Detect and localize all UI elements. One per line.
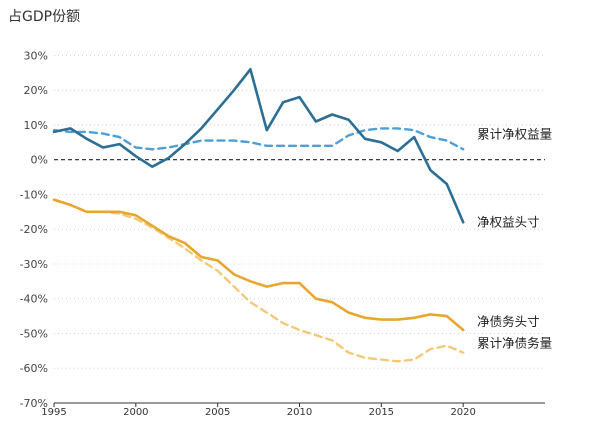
x-tick-labels: 1995 2000 2005 2010 2015 2020: [41, 407, 476, 418]
x-tick-label: 2020: [450, 407, 475, 417]
x-tick-label: 2015: [369, 407, 394, 417]
y-tick-label: -50%: [20, 327, 48, 340]
y-tick-label: -20%: [20, 223, 48, 236]
series-layer: [52, 68, 465, 363]
y-tick-label: -10%: [20, 188, 48, 201]
y-tick-label: -40%: [20, 293, 48, 306]
y-tick-label: 30%: [24, 49, 48, 62]
y-tick-labels: 30% 20% 10% 0% -10% -20% -30% -40% -50% -60% -70%: [20, 49, 48, 410]
x-tick-label: 2000: [123, 407, 148, 417]
x-tick-label: 2005: [205, 407, 230, 417]
y-tick-label: -60%: [20, 362, 48, 375]
y-tick-label: 20%: [24, 84, 48, 97]
y-tick-label: -70%: [20, 397, 48, 410]
series-line: [52, 68, 465, 224]
series-line: [52, 198, 465, 332]
y-tick-label: 0%: [31, 154, 48, 167]
y-axis-title: 占GDP份额: [8, 9, 81, 25]
y-tick-label: 10%: [24, 119, 48, 132]
series-label: 累计净债务量: [477, 336, 552, 351]
series-line: [52, 127, 465, 151]
series-line: [52, 198, 465, 363]
x-tick-label: 2010: [287, 407, 312, 417]
x-tick-label: 1995: [41, 407, 66, 417]
series-label: 净权益头寸: [477, 214, 540, 229]
grid-layer: [53, 54, 545, 407]
series-label: 净债务头寸: [477, 314, 540, 329]
series-label: 累计净权益量: [477, 126, 552, 141]
y-tick-label: -30%: [20, 258, 48, 271]
